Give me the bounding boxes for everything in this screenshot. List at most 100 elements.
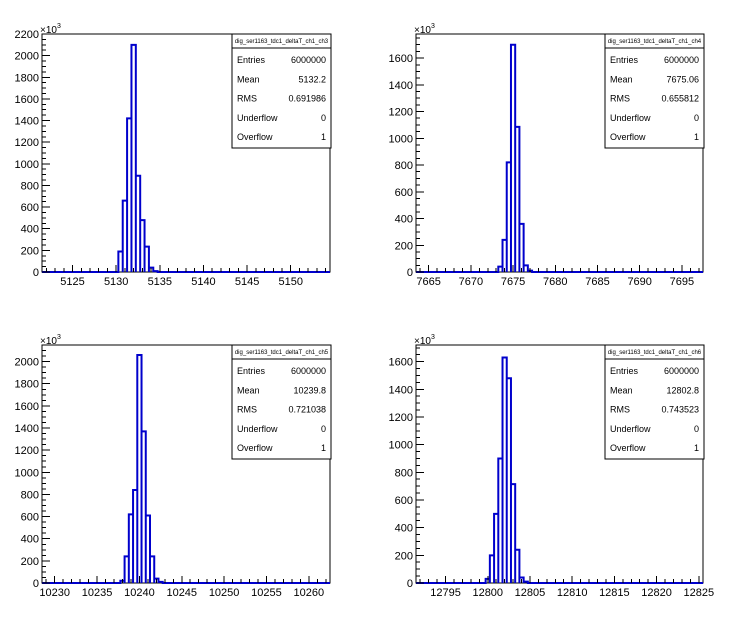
y-tick-label: 1400 xyxy=(15,116,39,128)
y-tick-label: 1200 xyxy=(389,412,413,424)
stats-value: 0.691986 xyxy=(288,94,326,104)
x-tick-label: 12795 xyxy=(430,587,461,599)
stats-label: Entries xyxy=(237,55,266,65)
y-tick-label: 600 xyxy=(21,512,39,524)
stats-label: Underflow xyxy=(237,424,278,434)
y-tick-label: 600 xyxy=(395,495,413,507)
histogram-panel-3: 10230 10235 10240 10245 10250 10255 10260 0 200 4… xyxy=(15,334,332,599)
multiplier-base: ×10 xyxy=(414,336,431,347)
multiplier-base: ×10 xyxy=(414,25,431,36)
stats-value: 0 xyxy=(321,424,326,434)
x-tick-label: 12810 xyxy=(557,587,588,599)
multiplier-base: ×10 xyxy=(40,25,57,36)
stats-box: dig_ser1163_tdc1_deltaT_ch1_ch4 Entries 60… xyxy=(604,33,705,149)
stats-label: RMS xyxy=(610,405,630,415)
y-tick-label: 200 xyxy=(21,556,39,568)
y-tick-label: 1000 xyxy=(15,467,39,479)
x-tick-label: 7675 xyxy=(501,276,525,288)
x-tick-label: 5150 xyxy=(278,276,302,288)
stats-label: RMS xyxy=(237,405,257,415)
stats-value: 0 xyxy=(694,424,699,434)
x-tick-label: 12825 xyxy=(683,587,714,599)
y-tick-label: 200 xyxy=(21,245,39,257)
multiplier-exponent: 3 xyxy=(57,334,61,341)
y-tick-label: 1000 xyxy=(389,133,413,145)
stats-title: dig_ser1163_tdc1_deltaT_ch1_ch4 xyxy=(608,39,702,45)
histogram-panel-1: 5125 5130 5135 5140 5145 51500200400600800100… xyxy=(15,23,332,288)
y-tick-label: 400 xyxy=(395,214,413,226)
y-tick-label: 2200 xyxy=(15,29,39,41)
stats-title: dig_ser1163_tdc1_deltaT_ch1_ch6 xyxy=(608,350,702,356)
stats-value: 5132.2 xyxy=(298,74,326,84)
y-tick-label: 2000 xyxy=(15,357,39,369)
stats-value: 0.721038 xyxy=(288,405,326,415)
x-tick-label: 5145 xyxy=(235,276,259,288)
y-tick-label: 1600 xyxy=(389,53,413,65)
stats-value: 0 xyxy=(321,113,326,123)
y-multiplier-label: ×103 xyxy=(40,334,61,347)
stats-label: Underflow xyxy=(610,113,651,123)
stats-value: 6000000 xyxy=(291,55,326,65)
stats-label: Underflow xyxy=(610,424,651,434)
y-tick-label: 1600 xyxy=(389,357,413,369)
stats-box-frame xyxy=(604,344,705,460)
y-tick-label: 800 xyxy=(21,180,39,192)
stats-value: 6000000 xyxy=(291,366,326,376)
y-tick-label: 1400 xyxy=(389,80,413,92)
stats-value: 7675.06 xyxy=(666,74,699,84)
y-tick-label: 2000 xyxy=(15,51,39,63)
stats-label: Mean xyxy=(610,385,633,395)
y-tick-label: 1400 xyxy=(389,384,413,396)
multiplier-exponent: 3 xyxy=(431,23,435,30)
stats-label: Overflow xyxy=(610,443,646,453)
stats-label: RMS xyxy=(610,94,630,104)
x-tick-label: 10240 xyxy=(124,587,155,599)
y-tick-label: 0 xyxy=(407,578,413,590)
stats-box-frame xyxy=(604,33,705,149)
stats-box-frame xyxy=(231,33,332,149)
stats-value: 12802.8 xyxy=(666,385,699,395)
y-tick-label: 600 xyxy=(21,202,39,214)
stats-label: Underflow xyxy=(237,113,278,123)
x-tick-label: 7685 xyxy=(585,276,609,288)
stats-value: 1 xyxy=(694,132,699,142)
stats-label: Overflow xyxy=(237,132,273,142)
histogram-line xyxy=(416,43,703,273)
y-tick-label: 800 xyxy=(21,489,39,501)
stats-value: 6000000 xyxy=(664,366,699,376)
stats-value: 0.655812 xyxy=(661,94,699,104)
histogram-line xyxy=(42,353,330,584)
x-tick-label: 10230 xyxy=(39,587,70,599)
stats-title: dig_ser1163_tdc1_deltaT_ch1_ch3 xyxy=(235,39,329,45)
x-tick-label: 5130 xyxy=(104,276,128,288)
y-tick-label: 1200 xyxy=(389,107,413,119)
x-tick-label: 10245 xyxy=(166,587,197,599)
x-tick-label: 7665 xyxy=(416,276,440,288)
y-tick-label: 0 xyxy=(33,267,39,279)
stats-label: Overflow xyxy=(237,443,273,453)
y-tick-label: 400 xyxy=(21,534,39,546)
multiplier-exponent: 3 xyxy=(431,334,435,341)
y-tick-label: 1600 xyxy=(15,94,39,106)
stats-label: Mean xyxy=(237,385,260,395)
x-tick-label: 7690 xyxy=(627,276,651,288)
y-tick-label: 1800 xyxy=(15,379,39,391)
x-tick-label: 10235 xyxy=(82,587,113,599)
stats-label: Entries xyxy=(610,366,639,376)
histogram-line xyxy=(416,356,703,584)
stats-value: 1 xyxy=(321,443,326,453)
x-tick-label: 12800 xyxy=(472,587,503,599)
stats-box: dig_ser1163_tdc1_deltaT_ch1_ch3 Entries 60… xyxy=(231,33,332,149)
stats-value: 1 xyxy=(694,443,699,453)
y-multiplier-label: ×103 xyxy=(40,23,61,36)
stats-value: 0.743523 xyxy=(661,405,699,415)
y-tick-label: 200 xyxy=(395,550,413,562)
stats-value: 6000000 xyxy=(664,55,699,65)
multiplier-base: ×10 xyxy=(40,336,57,347)
stats-label: Overflow xyxy=(610,132,646,142)
x-tick-label: 12805 xyxy=(515,587,546,599)
y-multiplier-label: ×103 xyxy=(414,334,435,347)
x-tick-label: 10250 xyxy=(209,587,240,599)
histogram-panel-4: 12795 12800 12805 12810 12815 12820 12825 0 200 4… xyxy=(389,334,715,599)
